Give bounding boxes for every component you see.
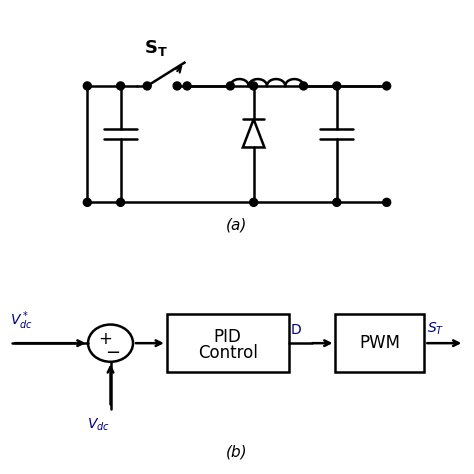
Circle shape	[250, 198, 258, 206]
Circle shape	[83, 82, 91, 90]
Circle shape	[183, 82, 191, 90]
Circle shape	[83, 198, 91, 206]
Text: D: D	[291, 323, 301, 337]
Text: +: +	[98, 330, 112, 348]
Circle shape	[117, 198, 125, 206]
Text: Control: Control	[198, 344, 257, 362]
Circle shape	[143, 82, 151, 90]
Circle shape	[300, 82, 308, 90]
FancyBboxPatch shape	[167, 314, 289, 372]
FancyBboxPatch shape	[336, 314, 424, 372]
Text: −: −	[105, 344, 120, 362]
Circle shape	[227, 82, 234, 90]
Text: $V_{dc}^*$: $V_{dc}^*$	[10, 309, 33, 331]
Text: $V_{dc}$: $V_{dc}$	[87, 417, 110, 433]
Circle shape	[383, 82, 391, 90]
Text: PWM: PWM	[359, 334, 401, 352]
Circle shape	[333, 82, 341, 90]
Circle shape	[383, 198, 391, 206]
Circle shape	[250, 82, 258, 90]
Text: PID: PID	[214, 328, 242, 346]
Text: (a): (a)	[226, 217, 248, 232]
Text: (b): (b)	[226, 445, 248, 460]
Text: $S_T$: $S_T$	[427, 321, 444, 337]
Circle shape	[117, 82, 125, 90]
Circle shape	[173, 82, 181, 90]
Circle shape	[333, 198, 341, 206]
Text: $\mathbf{S_T}$: $\mathbf{S_T}$	[144, 37, 167, 58]
